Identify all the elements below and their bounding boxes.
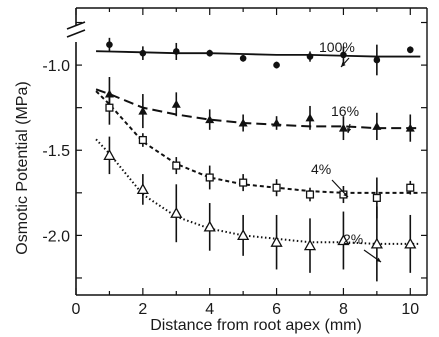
data-point (372, 193, 381, 202)
data-point (172, 48, 180, 55)
data-point (239, 178, 248, 187)
data-point (106, 41, 113, 48)
x-axis-label: Distance from root apex (mm) (150, 317, 362, 334)
data-point (373, 56, 381, 64)
fit-line (96, 50, 421, 58)
y-tick-label: -1.5 (42, 143, 70, 160)
series-2pct (95, 136, 421, 282)
data-point (305, 190, 315, 199)
data-point (136, 183, 149, 195)
data-point (404, 237, 417, 249)
data-point (272, 118, 282, 127)
data-point (171, 99, 181, 108)
data-point (238, 118, 248, 127)
data-point (372, 121, 382, 130)
x-tick-label: 2 (138, 301, 147, 318)
x-tick-label: 0 (72, 301, 81, 318)
series-16pct (95, 77, 421, 142)
data-point (306, 53, 314, 60)
data-point (139, 49, 147, 57)
series-100pct (96, 37, 421, 76)
series-label-2: 2% (343, 231, 363, 247)
data-point (338, 123, 348, 132)
axis-break-mark (66, 21, 86, 30)
series-4pct (95, 90, 421, 219)
y-axis-label: Osmotic Potential (MPa) (14, 81, 31, 254)
data-point (237, 229, 250, 241)
data-point (239, 54, 247, 62)
y-tick-label: -1.0 (42, 58, 70, 75)
axis-break-mark (66, 29, 86, 38)
label-arrow-2-head (376, 257, 381, 262)
data-point (206, 49, 214, 57)
y-tick-label: -2.0 (42, 228, 70, 245)
series-layer (95, 37, 421, 282)
data-point (406, 183, 415, 192)
series-label-100: 100% (319, 39, 355, 55)
series-label-4: 4% (311, 161, 331, 177)
data-point (205, 173, 214, 182)
x-tick-label: 8 (339, 301, 348, 318)
x-tick-label: 10 (401, 301, 419, 318)
label-arrow-100-head (341, 62, 346, 67)
data-point (203, 220, 216, 232)
data-point (272, 183, 281, 192)
data-point (138, 135, 147, 145)
data-point (405, 123, 415, 132)
data-point (337, 234, 350, 246)
data-point (370, 237, 383, 249)
label-arrow-4-head (343, 192, 348, 197)
data-point (205, 115, 215, 124)
data-point (406, 46, 414, 54)
data-point (172, 161, 181, 170)
x-tick-label: 4 (205, 301, 214, 318)
data-point (103, 149, 116, 161)
x-tick-label: 6 (272, 301, 281, 318)
fit-line (95, 90, 421, 194)
data-point (138, 106, 148, 115)
data-point (303, 239, 317, 251)
label-arrow-16-head (346, 128, 352, 133)
data-point (270, 235, 283, 247)
fit-line (95, 88, 421, 130)
data-point (340, 51, 347, 59)
data-point (105, 103, 114, 112)
y-axis-ticks: -1.0 -1.5 -2.0 (42, 21, 427, 279)
x-axis-ticks: 0 2 4 6 8 10 (72, 8, 419, 318)
plot-frame (66, 7, 428, 296)
data-point (273, 61, 280, 69)
data-point (305, 113, 315, 122)
data-point (170, 206, 183, 218)
series-label-16: 16% (331, 103, 359, 119)
